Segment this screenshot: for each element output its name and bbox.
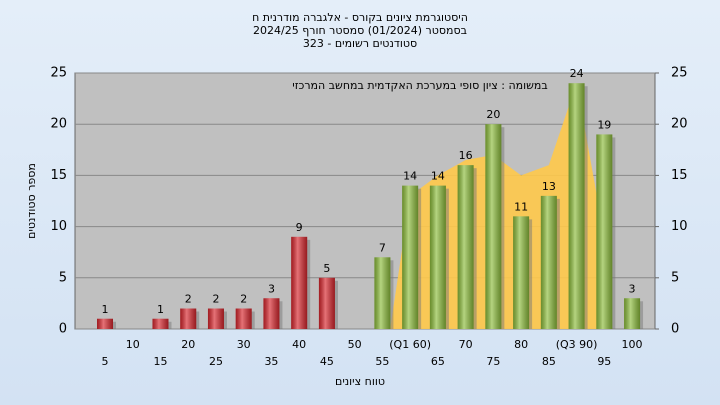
x-tick-label: 45 [320, 355, 334, 368]
annotation: במשומה : ציון סופי במערכת האקדמית במחשב … [292, 79, 548, 92]
y-tick-label: 25 [50, 66, 67, 81]
x-tick-label: 30 [237, 338, 251, 351]
bar-shade [180, 308, 197, 329]
y-tick-label: 15 [50, 168, 67, 183]
bar-shade [540, 195, 557, 329]
value-label: 2 [240, 293, 247, 306]
bar-shade [152, 318, 169, 329]
y2-tick-label: 10 [671, 219, 688, 234]
value-label: 7 [379, 241, 386, 254]
bar-shade [263, 298, 280, 329]
title-line: בסמסטר (01/2024) סמסטר חורף 2024/25 [253, 24, 467, 37]
value-label: 5 [323, 262, 330, 275]
value-label: 9 [296, 221, 303, 234]
x-tick-label: 55 [375, 355, 389, 368]
bar-shade [374, 257, 391, 329]
title-line: היסטוגרמת ציונים בקורס - אלגברה מודרנית … [252, 11, 468, 24]
value-label: 2 [185, 293, 192, 306]
bar-shade [513, 216, 530, 329]
x-tick-label: 50 [348, 338, 362, 351]
value-label: 11 [514, 200, 528, 213]
x-axis-label: טווח ציונים [335, 375, 385, 388]
value-label: 19 [597, 118, 611, 131]
y2-tick-label: 0 [671, 322, 679, 337]
value-label: 16 [459, 149, 473, 162]
value-label: 14 [403, 170, 417, 183]
y-tick-label: 20 [50, 117, 67, 132]
x-tick-label: 85 [542, 355, 556, 368]
bar-shade [318, 277, 335, 329]
x-tick-label: 10 [126, 338, 140, 351]
bar-shade [291, 236, 308, 329]
bar-shade [596, 134, 613, 329]
value-label: 3 [268, 282, 275, 295]
title-line: סטודנטים רשומים - 323 [303, 37, 417, 50]
x-tick-label: 100 [622, 338, 643, 351]
y-tick-label: 0 [59, 322, 67, 337]
x-tick-label: (Q1 60) [389, 338, 431, 351]
y2-tick-label: 5 [671, 270, 679, 285]
x-tick-label: 15 [153, 355, 167, 368]
x-tick-label: 80 [514, 338, 528, 351]
x-tick-label: 25 [209, 355, 223, 368]
y-tick-label: 5 [59, 270, 67, 285]
x-tick-label: 35 [264, 355, 278, 368]
bar-shade [624, 298, 641, 329]
x-tick-label: 40 [292, 338, 306, 351]
value-label: 2 [212, 293, 219, 306]
value-label: 24 [570, 67, 584, 80]
value-label: 1 [102, 303, 109, 316]
value-label: 20 [486, 108, 500, 121]
bar-shade [429, 185, 446, 329]
y-tick-label: 10 [50, 219, 67, 234]
x-tick-label: 70 [459, 338, 473, 351]
y2-tick-label: 25 [671, 66, 688, 81]
x-tick-label: 75 [486, 355, 500, 368]
bar-shade [402, 185, 419, 329]
x-tick-label: (Q3 90) [556, 338, 598, 351]
y2-tick-label: 15 [671, 168, 688, 183]
bar-shade [235, 308, 252, 329]
x-tick-label: 65 [431, 355, 445, 368]
bar-shade [568, 83, 585, 330]
y-axis-label: מספר סטודנטים [25, 163, 38, 239]
value-label: 3 [629, 282, 636, 295]
value-label: 14 [431, 170, 445, 183]
x-tick-label: 20 [181, 338, 195, 351]
bar-shade [97, 318, 113, 329]
x-tick-label: 95 [597, 355, 611, 368]
bar-shade [207, 308, 224, 329]
value-label: 13 [542, 180, 556, 193]
x-tick-label: 5 [102, 355, 109, 368]
value-label: 1 [157, 303, 164, 316]
bar-shade [457, 165, 474, 329]
y2-tick-label: 20 [671, 117, 688, 132]
bar-shade [485, 124, 502, 329]
